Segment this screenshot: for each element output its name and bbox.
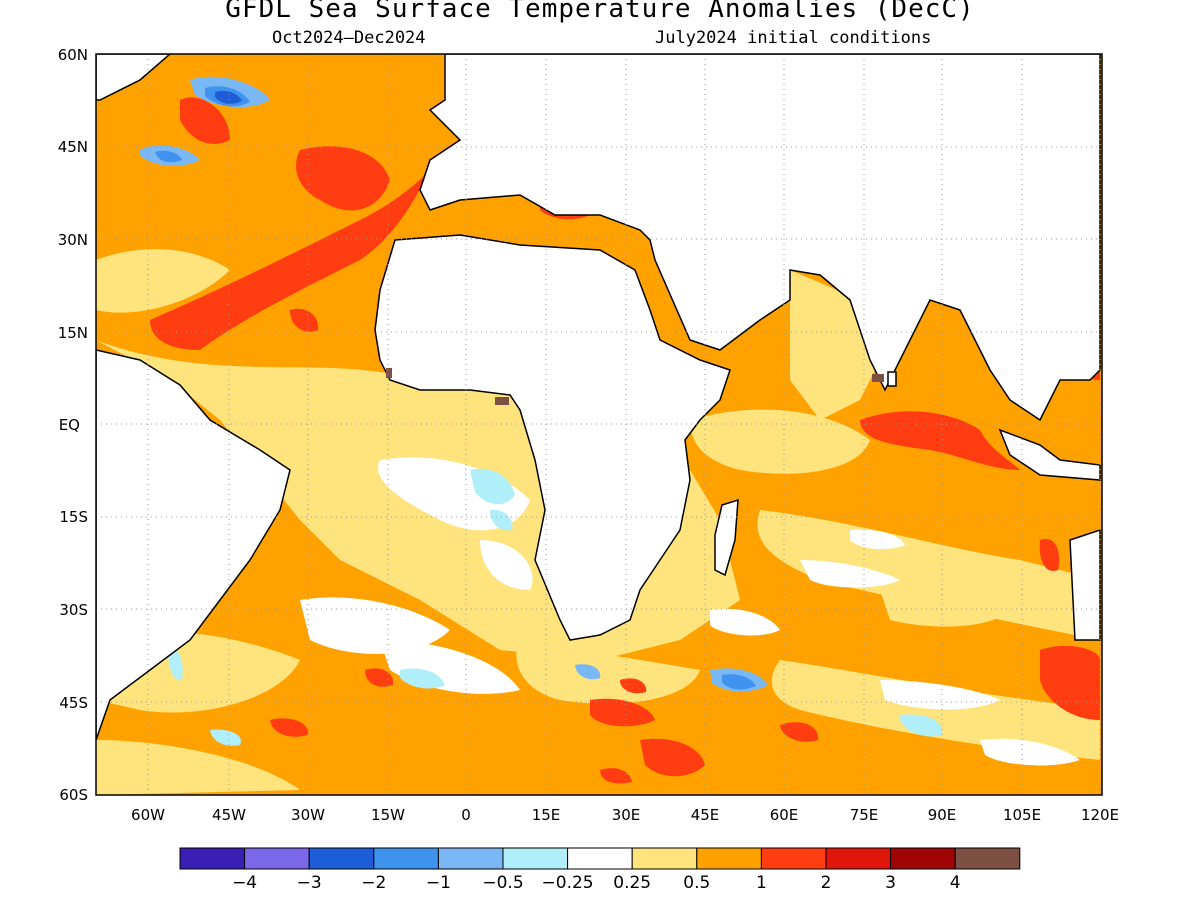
colorbar-swatch-9	[760, 847, 827, 870]
colorbar-swatch-5	[502, 847, 569, 870]
colorbar-swatch-0	[179, 847, 246, 870]
sri-lanka-land	[887, 371, 897, 387]
colorbar-swatch-1	[244, 847, 310, 870]
colorbar-swatch-6	[567, 847, 633, 870]
lon-label-8: 60E	[770, 806, 799, 824]
lat-label-3: 15N	[58, 324, 88, 342]
colorbar-label-5: −0.25	[542, 873, 594, 893]
colorbar-label-2: −2	[361, 873, 386, 893]
colorbar-label-0: −4	[232, 873, 257, 893]
lat-label-6: 30S	[59, 601, 88, 619]
lat-label-8: 60S	[59, 786, 88, 804]
lat-label-5: 15S	[59, 508, 88, 526]
lon-label-11: 105E	[1003, 806, 1041, 824]
lat-label-4: EQ	[59, 416, 80, 434]
colorbar-label-10: 3	[885, 873, 896, 893]
madagascar-land	[714, 498, 739, 577]
lat-label-1: 45N	[58, 138, 88, 156]
colorbar-label-6: 0.25	[613, 873, 651, 893]
colorbar-swatch-12	[954, 847, 1021, 870]
colorbar: −4 −3 −2 −1 −0.5 −0.25 0.25 0.5 1 2 3 4	[179, 847, 1021, 893]
colorbar-label-3: −1	[426, 873, 451, 893]
colorbar-swatch-4	[437, 847, 504, 870]
lon-label-3: 15W	[371, 806, 405, 824]
australia-land	[1069, 528, 1101, 641]
anomaly-band-neg-2	[215, 90, 242, 104]
south-america-land	[96, 349, 291, 741]
colorbar-swatch-2	[308, 847, 375, 870]
anomaly-band-neg-0.25	[168, 468, 943, 746]
colorbar-swatch-3	[373, 847, 439, 870]
lat-label-2: 30N	[58, 231, 88, 249]
initial-conditions: July2024 initial conditions	[655, 28, 932, 48]
north-atlantic-land	[96, 54, 172, 101]
map-title: GFDL Sea Surface Temperature Anomalies (…	[225, 0, 975, 24]
lon-label-4: 0	[461, 806, 471, 824]
colorbar-label-8: 1	[756, 873, 767, 893]
colorbar-label-4: −0.5	[482, 873, 523, 893]
colorbar-label-11: 4	[950, 873, 961, 893]
lat-label-0: 60N	[58, 46, 88, 64]
southeast-asia-land	[998, 428, 1101, 481]
land-masses	[96, 54, 1101, 741]
lon-label-1: 45W	[212, 806, 246, 824]
colorbar-label-9: 2	[821, 873, 832, 893]
anomaly-band-4-plus	[386, 368, 884, 405]
lon-label-5: 15E	[532, 806, 561, 824]
lon-label-0: 60W	[131, 806, 165, 824]
graticule	[96, 53, 1102, 796]
lon-label-12: 120E	[1081, 806, 1119, 824]
colorbar-swatch-7	[631, 847, 698, 870]
forecast-period: Oct2024–Dec2024	[272, 28, 426, 48]
map-plot-area	[96, 54, 1102, 795]
lat-label-7: 45S	[59, 694, 88, 712]
latitude-axis: 60N 45N 30N 15N EQ 15S 30S 45S 60S	[58, 46, 88, 804]
plot-frame	[95, 53, 1103, 796]
lon-label-7: 45E	[691, 806, 720, 824]
longitude-axis: 60W 45W 30W 15W 0 15E 30E 45E 60E 75E 90…	[131, 806, 1119, 824]
lon-label-2: 30W	[291, 806, 325, 824]
colorbar-label-7: 0.5	[683, 873, 710, 893]
lon-label-6: 30E	[612, 806, 641, 824]
colorbar-swatch-11	[890, 847, 956, 870]
colorbar-swatch-8	[696, 847, 762, 870]
lon-label-9: 75E	[850, 806, 879, 824]
colorbar-swatch-10	[825, 847, 892, 870]
lon-label-10: 90E	[928, 806, 957, 824]
colorbar-label-1: −3	[297, 873, 322, 893]
